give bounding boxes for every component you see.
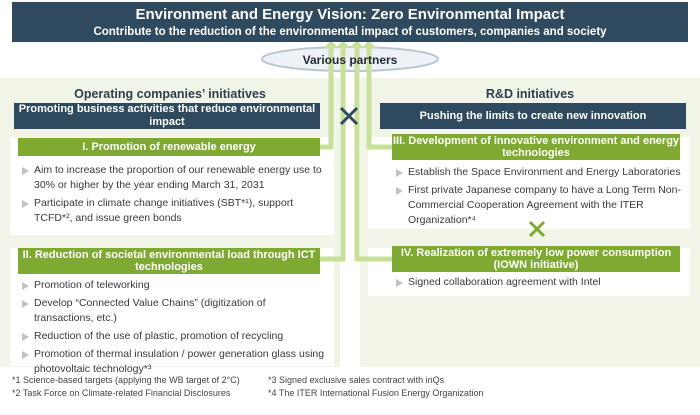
section-header-innovative: III. Development of innovative environme… [392, 134, 680, 160]
left-arrows [319, 46, 392, 262]
section-header-renewable: I. Promotion of renewable energy [18, 138, 320, 156]
arrow-box3-right [366, 46, 392, 150]
partners-label: Various partners [302, 53, 398, 67]
bullet-arrow-icon [22, 333, 29, 341]
footnote-1: *1 Science-based targets (applying the W… [12, 375, 240, 385]
list-item: Promotion of teleworking [20, 278, 325, 293]
bullet-arrow-icon [22, 351, 29, 359]
right-banner: Pushing the limits to create new innovat… [380, 103, 686, 129]
low-power-list: Signed collaboration agreement with Inte… [394, 275, 684, 293]
bullet-arrow-icon [396, 169, 403, 177]
section-header-societal: II. Reduction of societal environmental … [18, 248, 320, 274]
list-item: Aim to increase the proportion of our re… [20, 163, 325, 193]
list-item: Establish the Space Environment and Ener… [394, 165, 684, 180]
bullet-arrow-icon [22, 167, 29, 175]
list-item: Develop “Connected Value Chains” (digiti… [20, 296, 325, 326]
cross-icon [339, 106, 359, 126]
list-item: Reduction of the use of plastic, promoti… [20, 329, 325, 344]
section-header-low-power: IV. Realization of extremely low power c… [392, 246, 680, 272]
footnote-4: *4 The ITER International Fusion Energy … [268, 388, 484, 398]
list-item: Signed collaboration agreement with Inte… [394, 275, 684, 290]
footnote-2: *2 Task Force on Climate-related Financi… [12, 388, 231, 398]
vision-subtitle: Contribute to the reduction of the envir… [93, 26, 607, 38]
arrow-heads [324, 40, 376, 48]
right-column-title: R&D initiatives [485, 87, 575, 101]
vision-header: Environment and Energy Vision: Zero Envi… [12, 2, 688, 42]
societal-list: Promotion of teleworking Develop “Connec… [20, 278, 325, 380]
bullet-arrow-icon [22, 300, 29, 308]
left-column-title: Operating companies’ initiatives [74, 87, 266, 101]
arrow-box4-right [354, 46, 392, 262]
arrow-box1-left [320, 46, 334, 150]
partners-ellipse [261, 46, 439, 72]
footnote-3: *3 Signed exclusive sales contract with … [268, 375, 445, 385]
innovative-list: Establish the Space Environment and Ener… [394, 165, 684, 231]
bullet-arrow-icon [22, 282, 29, 290]
list-item: First private Japanese company to have a… [394, 183, 684, 228]
green-cross-icon [528, 220, 546, 238]
bullet-arrow-icon [396, 187, 403, 195]
renewable-list: Aim to increase the proportion of our re… [20, 163, 325, 229]
vision-title: Environment and Energy Vision: Zero Envi… [135, 6, 565, 23]
bullet-arrow-icon [22, 200, 29, 208]
left-banner: Promoting business activities that reduc… [14, 103, 320, 129]
list-item: Promotion of thermal insulation / power … [20, 347, 325, 377]
list-item: Participate in climate change initiative… [20, 196, 325, 226]
arrow-box2-left [320, 46, 346, 262]
bullet-arrow-icon [396, 279, 403, 287]
